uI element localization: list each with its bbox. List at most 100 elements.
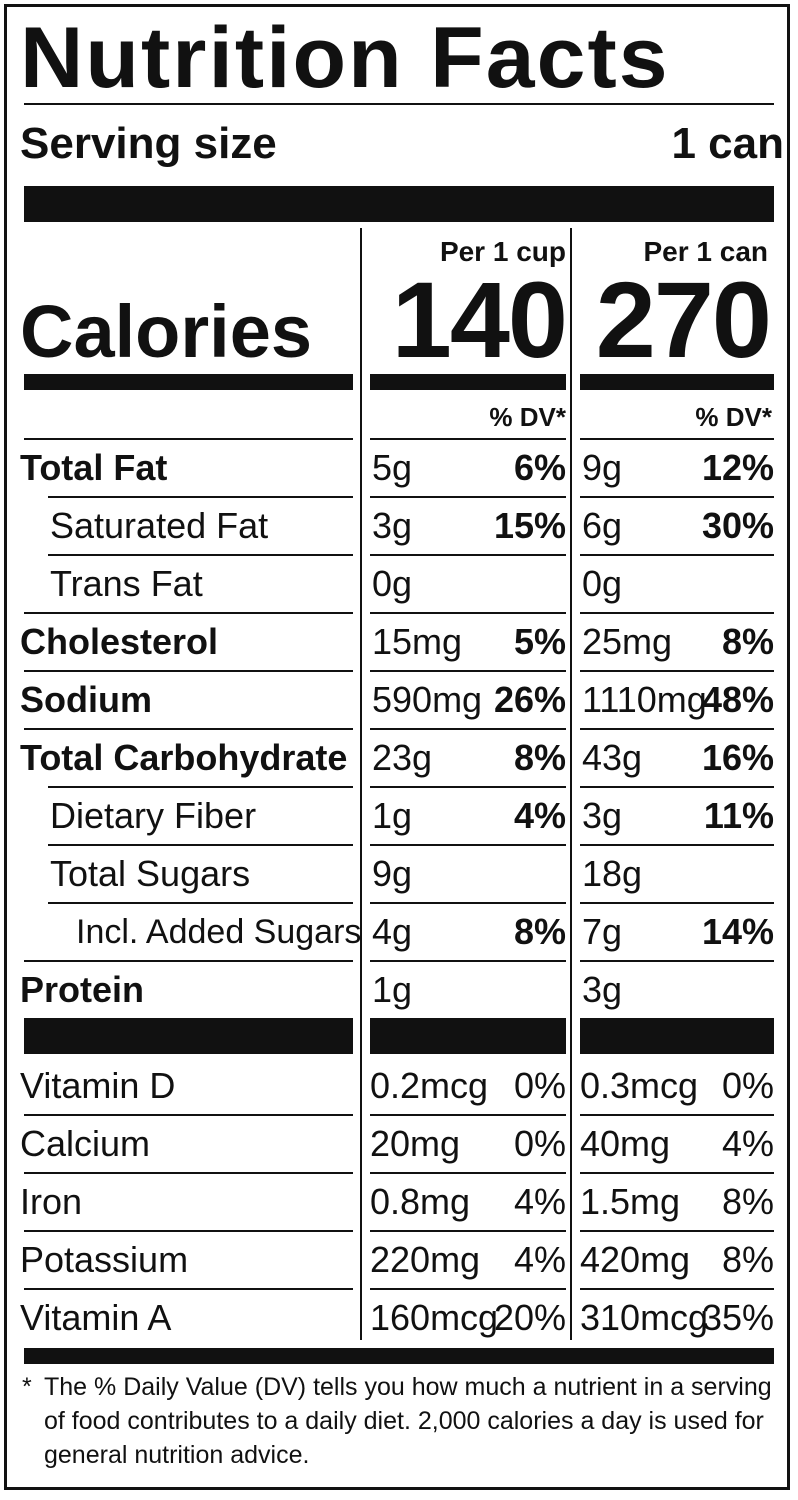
- row-divider: [370, 1114, 566, 1116]
- serving-size-value: 1 can: [671, 119, 784, 168]
- dv-per-can: 8%: [721, 1239, 774, 1280]
- nutrient-row: Saturated Fat 3g 15% 6g 30%: [0, 498, 798, 554]
- amount-per-cup: 23g: [372, 737, 433, 778]
- title-divider: [24, 103, 774, 105]
- amount-per-cup: 1g: [372, 795, 413, 836]
- calories-label: Calories: [20, 290, 313, 373]
- row-divider: [48, 902, 353, 904]
- vitamin-name: Iron: [20, 1181, 83, 1222]
- amount-per-can: 18g: [582, 853, 643, 894]
- row-divider: [24, 728, 353, 730]
- row-divider: [370, 554, 566, 556]
- serving-thick-bar: [24, 186, 774, 222]
- row-divider: [580, 1172, 774, 1174]
- amount-per-can: 1110mg: [582, 679, 707, 720]
- amount-per-can: 43g: [582, 737, 643, 778]
- vitamin-row: Vitamin A 160mcg 20% 310mcg 35%: [0, 1290, 798, 1346]
- dv-per-can: 0%: [721, 1065, 774, 1106]
- dv-per-cup: 0%: [513, 1123, 566, 1164]
- dv-per-can: 16%: [701, 737, 774, 778]
- amount-per-can: 310mcg: [580, 1297, 709, 1338]
- row-divider: [48, 844, 353, 846]
- dv-per-cup: 4%: [513, 1181, 566, 1222]
- nutrient-name: Sodium: [20, 679, 152, 720]
- amount-per-cup: 160mcg: [370, 1297, 499, 1338]
- amount-per-cup: 3g: [372, 505, 413, 546]
- row-divider: [580, 786, 774, 788]
- amount-per-cup: 9g: [372, 853, 413, 894]
- amount-per-can: 3g: [582, 969, 623, 1010]
- row-divider: [24, 612, 353, 614]
- vitamin-row: Calcium 20mg 0% 40mg 4%: [0, 1116, 798, 1172]
- amount-per-cup: 4g: [372, 911, 413, 952]
- col-header-per-can: Per 1 can: [643, 236, 768, 267]
- dv-per-can: 4%: [721, 1123, 774, 1164]
- row-divider: [24, 1172, 353, 1174]
- nutrient-name: Total Carbohydrate: [20, 737, 348, 778]
- dv-per-cup: 26%: [493, 679, 566, 720]
- dv-header-can: % DV*: [695, 402, 772, 432]
- vitamin-name: Calcium: [20, 1123, 151, 1164]
- amount-per-can: 0.3mcg: [580, 1065, 699, 1106]
- amount-per-can: 7g: [582, 911, 623, 952]
- row-divider: [48, 786, 353, 788]
- dv-per-cup: 8%: [513, 737, 566, 778]
- row-divider: [24, 960, 353, 962]
- nutrient-name: Incl. Added Sugars: [76, 913, 362, 951]
- row-divider: [580, 728, 774, 730]
- amount-per-cup: 1g: [372, 969, 413, 1010]
- vitamin-bar-right: [580, 1018, 774, 1054]
- footnote-bar: [24, 1348, 774, 1364]
- amount-per-cup: 15mg: [372, 621, 463, 662]
- footnote-text: The % Daily Value (DV) tells you how muc…: [44, 1373, 772, 1469]
- dv-per-can: 48%: [701, 679, 774, 720]
- vitamin-row: Potassium 220mg 4% 420mg 8%: [0, 1232, 798, 1288]
- amount-per-can: 9g: [582, 447, 623, 488]
- amount-per-can: 40mg: [580, 1123, 671, 1164]
- nutrient-name: Dietary Fiber: [50, 795, 257, 836]
- row-divider: [580, 612, 774, 614]
- footnote: * The % Daily Value (DV) tells you how m…: [22, 1370, 772, 1472]
- row-divider: [370, 670, 566, 672]
- dv-per-cup: 15%: [493, 505, 566, 546]
- nutrient-name: Total Sugars: [50, 853, 251, 894]
- row-divider: [48, 496, 353, 498]
- vitamin-bar-left: [24, 1018, 353, 1054]
- amount-per-can: 420mg: [580, 1239, 691, 1280]
- row-divider: [370, 728, 566, 730]
- row-divider: [580, 1114, 774, 1116]
- amount-per-cup: 0g: [372, 563, 413, 604]
- nutrient-name: Saturated Fat: [50, 505, 269, 546]
- row-divider: [24, 1114, 353, 1116]
- calories-bar-right: [580, 374, 774, 390]
- row-divider: [370, 1230, 566, 1232]
- calories-bar-mid: [370, 374, 566, 390]
- dv-per-can: 8%: [721, 621, 774, 662]
- row-divider: [580, 1288, 774, 1290]
- dv-per-can: 30%: [701, 505, 774, 546]
- nutrient-row: Sodium 590mg 26% 1110mg 48%: [0, 672, 798, 728]
- row-divider: [580, 438, 774, 440]
- row-divider: [580, 496, 774, 498]
- row-divider: [370, 786, 566, 788]
- nutrition-facts-label: [4, 4, 790, 1490]
- amount-per-can: 25mg: [582, 621, 673, 662]
- col-header-per-cup: Per 1 cup: [439, 236, 566, 267]
- row-divider: [370, 438, 566, 440]
- calories-per-can: 270: [595, 259, 772, 380]
- nutrient-name: Trans Fat: [50, 563, 203, 604]
- dv-per-cup: 4%: [513, 1239, 566, 1280]
- vitamin-name: Vitamin D: [20, 1065, 176, 1106]
- amount-per-cup: 5g: [372, 447, 413, 488]
- amount-per-can: 3g: [582, 795, 623, 836]
- row-divider: [24, 1230, 353, 1232]
- row-divider: [370, 1288, 566, 1290]
- nutrient-row: Cholesterol 15mg 5% 25mg 8%: [0, 614, 798, 670]
- dv-per-cup: 4%: [513, 795, 566, 836]
- dv-per-cup: 8%: [513, 911, 566, 952]
- dv-per-can: 11%: [703, 795, 774, 836]
- vitamin-row: Vitamin D 0.2mcg 0% 0.3mcg 0%: [0, 1058, 798, 1114]
- dv-header-cup: % DV*: [489, 402, 566, 432]
- nutrient-row: Trans Fat 0g 0g: [0, 556, 798, 612]
- row-divider: [580, 844, 774, 846]
